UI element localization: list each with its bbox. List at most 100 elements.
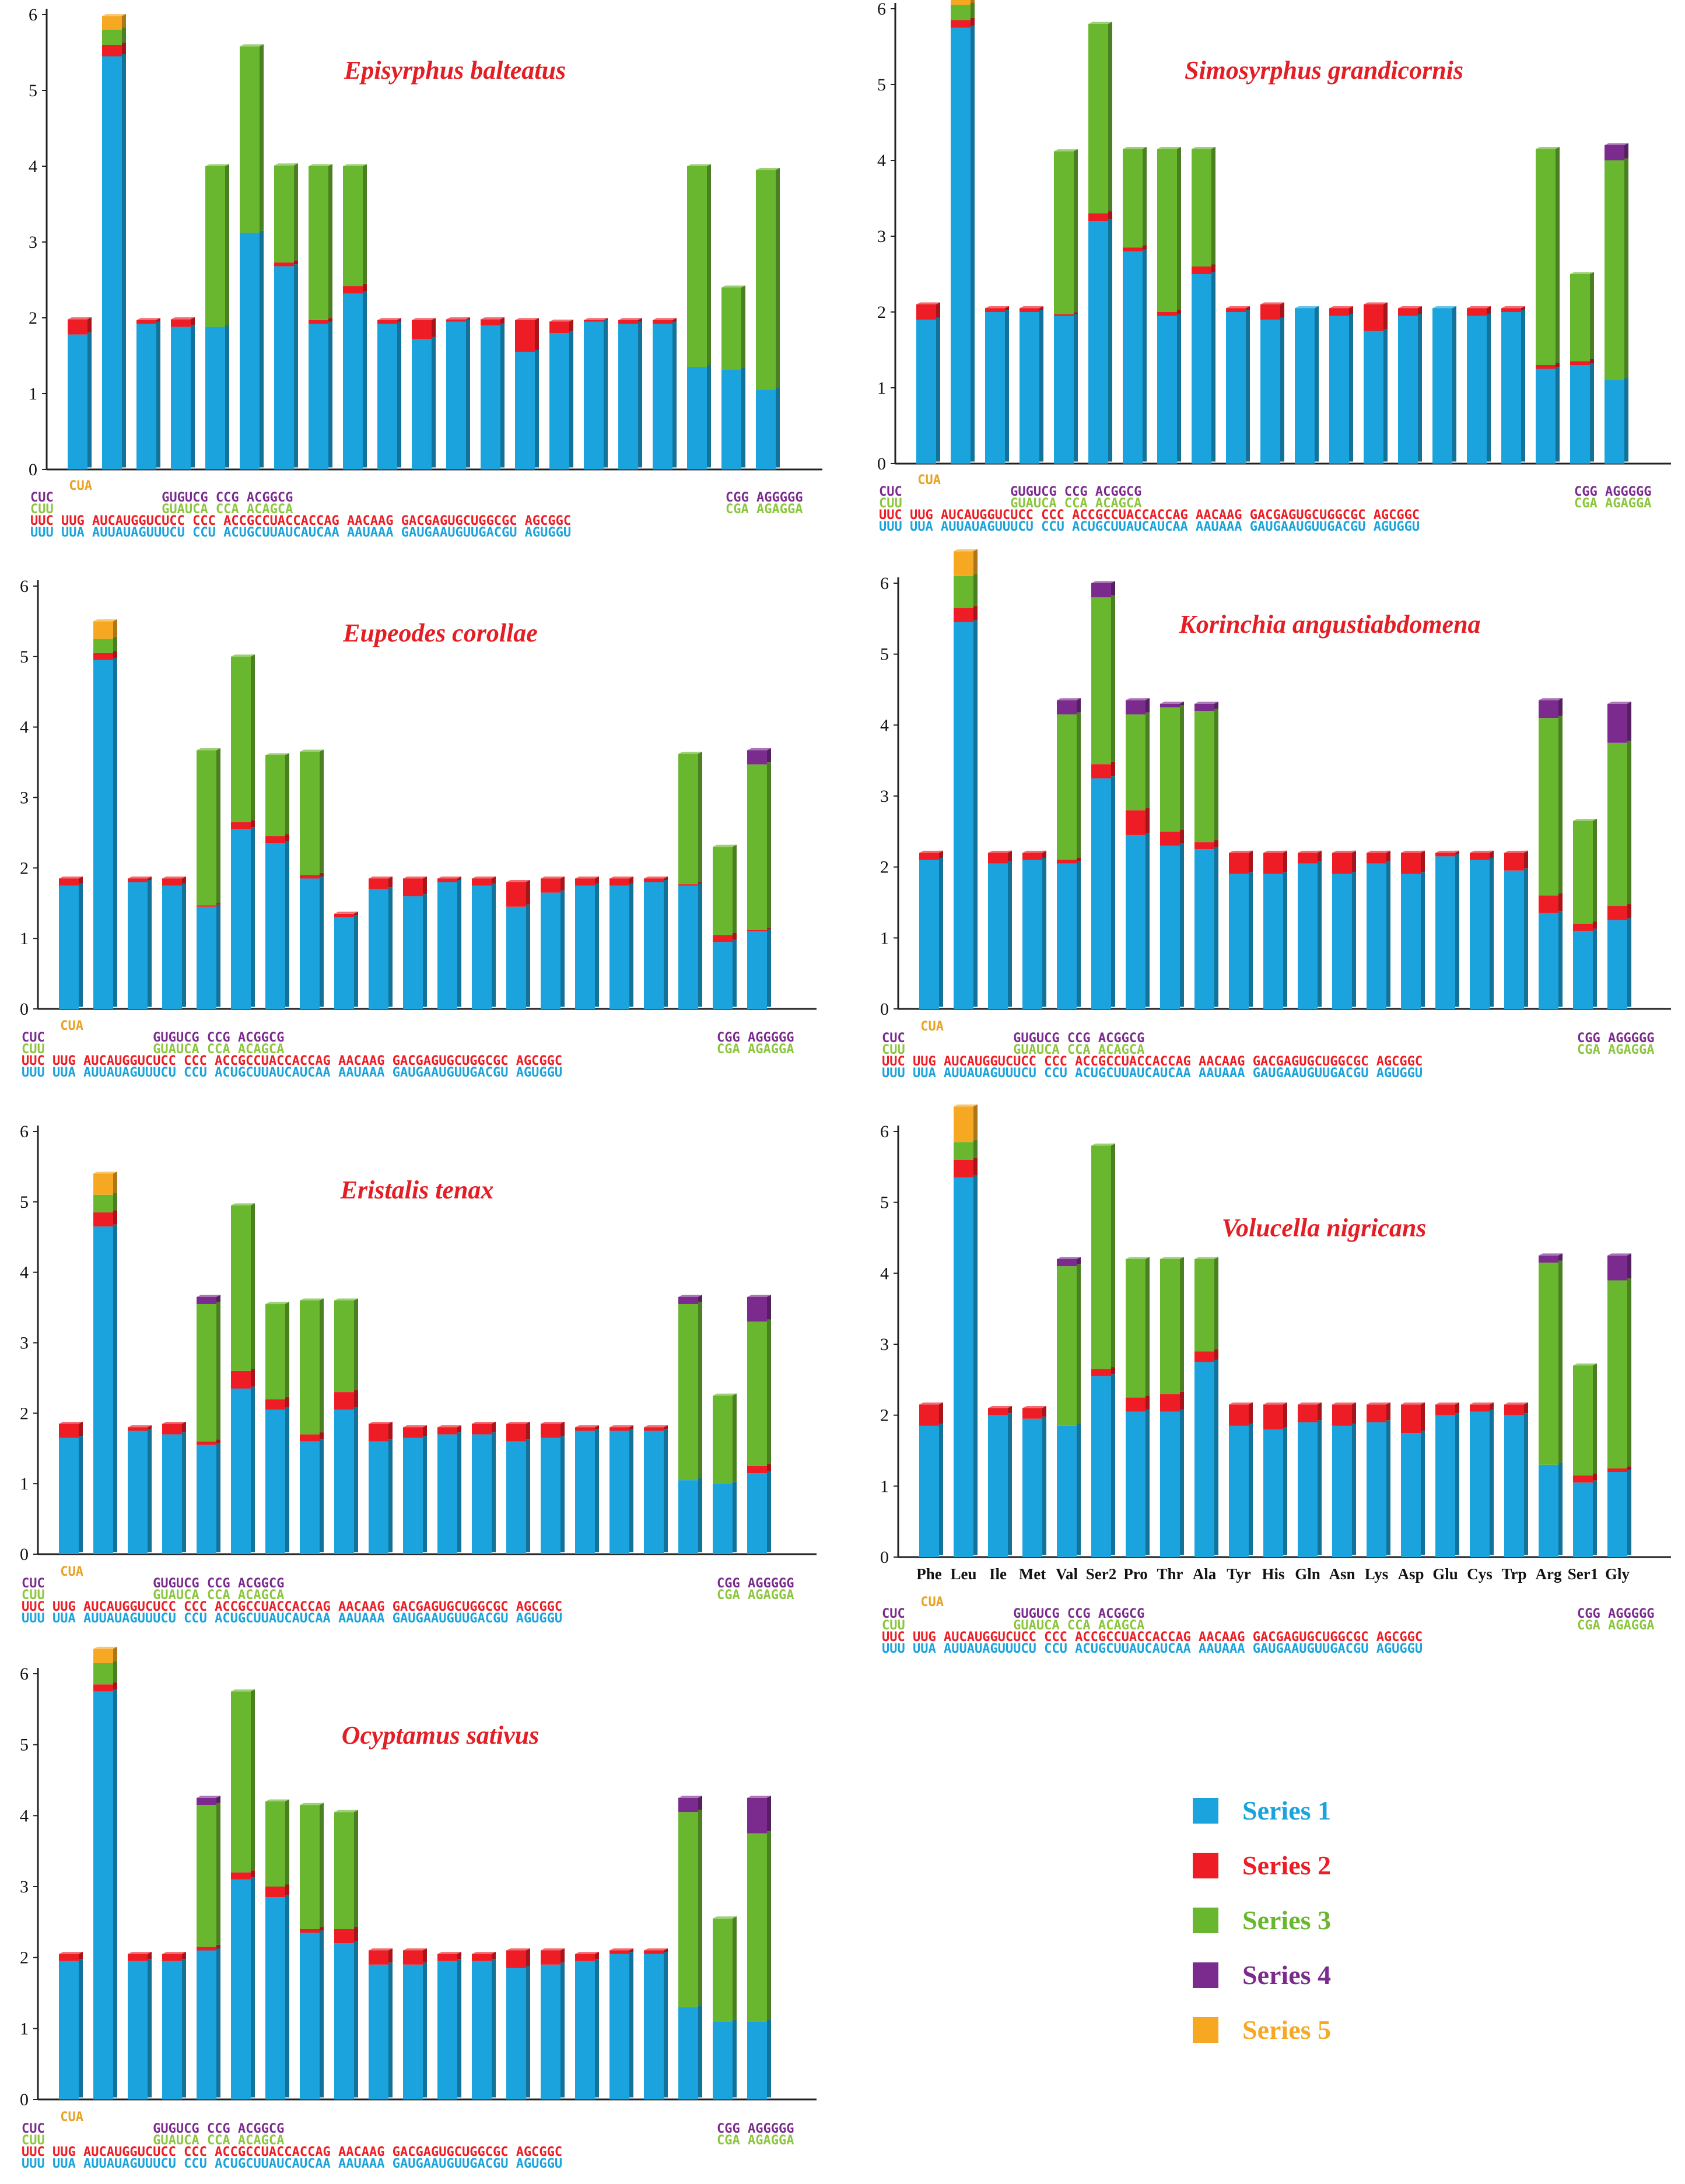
bar-segment [747, 1321, 767, 1466]
bar-segment [1157, 315, 1177, 464]
bar-segment [916, 320, 936, 464]
bar-cap [1539, 1253, 1563, 1256]
bar-segment [472, 1434, 492, 1554]
bar-cap [747, 1796, 771, 1798]
bar-cap [197, 1295, 220, 1297]
bar-segment-side [1143, 249, 1147, 462]
bar-segment [403, 1964, 423, 2099]
bar-segment [951, 0, 971, 5]
bar-segment-side [1143, 246, 1147, 250]
bar-cap [162, 1952, 186, 1954]
bar-segment [954, 576, 973, 608]
bar-segment-side [500, 317, 505, 324]
bar-cap [515, 318, 539, 320]
bar-segment-side [216, 1302, 220, 1440]
bar-segment-side [664, 1425, 668, 1429]
bar-segment [644, 882, 664, 1009]
bar-segment [1229, 1425, 1249, 1557]
bar-segment-side [466, 317, 470, 320]
bar-segment [197, 1296, 216, 1305]
bar-segment [1091, 1369, 1111, 1376]
bar-segment-side [767, 2019, 771, 2098]
bar-segment-side [767, 928, 771, 930]
bar-segment-side [1214, 1257, 1218, 1349]
bar-segment [343, 166, 363, 286]
bar-segment [1126, 1411, 1145, 1557]
bar-segment-side [595, 1952, 599, 1959]
bar-segment-side [1008, 850, 1012, 862]
bar-segment [309, 166, 328, 320]
bar-segment-side [767, 1295, 771, 1320]
bar-segment-side [733, 933, 737, 940]
bar-cap [334, 912, 358, 914]
bar-segment [1226, 312, 1246, 464]
chart-title: Ocyptamus sativus [342, 1721, 540, 1750]
bar-segment-side [1145, 1410, 1150, 1555]
bar-segment-side [328, 318, 332, 322]
bar-segment-side [1627, 1253, 1631, 1278]
codon-row: UUU UUA AUUAUAGUUUCU CCU ACUGCUUAUCAUCAA… [879, 520, 1420, 534]
bar-segment-side [251, 1386, 255, 1552]
bar-segment [678, 1304, 698, 1481]
bar-segment [653, 324, 672, 469]
bar-segment [403, 1950, 423, 1965]
bar-segment-side [294, 264, 298, 468]
bar-segment-side [707, 365, 711, 468]
bar-segment [644, 1950, 664, 1954]
bar-segment [197, 1304, 216, 1442]
bar-cap [102, 14, 126, 16]
bar-segment [1501, 308, 1521, 312]
bar-cap [1088, 22, 1112, 24]
bar-segment-side [629, 1429, 633, 1552]
bar-segment [1401, 1404, 1421, 1433]
bar-segment [369, 1964, 388, 2099]
bar-segment [162, 885, 182, 1009]
bar-cap [128, 1425, 152, 1428]
bar-segment-side [285, 1895, 289, 2098]
codon-row: CUU GUAUCA CCA ACAGCA CGA AGAGGA [22, 1588, 794, 1603]
bar-segment-side [1180, 1391, 1184, 1410]
bar-segment-side [492, 1952, 496, 1959]
bar-segment [1057, 863, 1077, 1009]
bar-segment [618, 324, 638, 469]
x-tick-label: Asp [1397, 1565, 1424, 1583]
bar-segment [954, 1142, 973, 1160]
bar-cap [1332, 850, 1356, 853]
bar-segment-side [1108, 22, 1112, 212]
bar-segment-side [1077, 1424, 1081, 1555]
y-tick-label: 5 [20, 647, 29, 667]
bar-segment [1573, 821, 1593, 924]
bar-segment-side [1111, 1374, 1115, 1555]
bar-segment-side [741, 285, 745, 367]
bar-segment [954, 551, 973, 576]
bar-segment-side [492, 1432, 496, 1552]
bar-segment-side [1005, 306, 1009, 310]
bar-cap [575, 876, 599, 879]
bar-segment [1123, 251, 1143, 464]
bar-cap [1401, 850, 1425, 853]
bar-segment-side [320, 1803, 324, 1927]
bar-segment [687, 367, 707, 469]
y-tick-label: 4 [20, 1806, 29, 1825]
bar-segment [93, 639, 113, 653]
bar-cap [1432, 306, 1456, 309]
y-tick-label: 0 [20, 1000, 29, 1019]
bar-cap [300, 1803, 324, 1806]
bar-cap [197, 1796, 220, 1798]
bar-segment-side [535, 318, 539, 350]
bar-segment [575, 878, 595, 886]
bar-cap [1091, 1143, 1115, 1146]
bar-segment [1194, 849, 1214, 1009]
bar-segment-side [1490, 1402, 1494, 1410]
bar-segment-side [1593, 928, 1597, 1007]
bar-segment-side [191, 325, 195, 468]
bar-segment-side [973, 606, 978, 621]
bar-segment [1157, 312, 1177, 316]
bar-cap [1160, 1257, 1184, 1259]
bar-segment-side [664, 876, 668, 880]
bar-segment [951, 20, 971, 28]
bar-segment-side [698, 1478, 702, 1552]
bar-segment [403, 878, 423, 896]
